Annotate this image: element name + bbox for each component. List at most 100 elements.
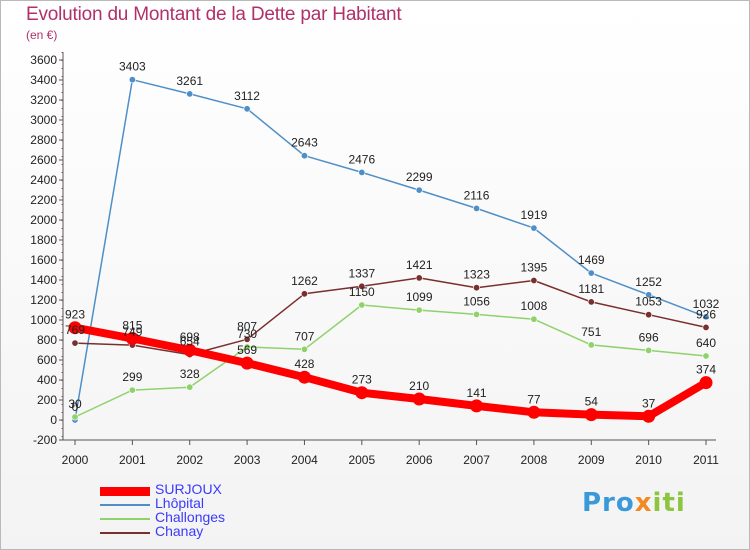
y-tick-label: 0 xyxy=(50,413,57,427)
data-label: 428 xyxy=(294,357,314,371)
data-label: 1323 xyxy=(463,268,490,282)
data-label: 54 xyxy=(585,395,599,409)
y-tick-label: 2800 xyxy=(30,133,57,147)
data-label: 569 xyxy=(237,343,257,357)
data-label: 299 xyxy=(122,370,142,384)
data-label: 1056 xyxy=(463,294,490,308)
data-label: 3261 xyxy=(176,74,203,88)
data-point xyxy=(358,301,366,309)
chart-title: Evolution du Montant de la Dette par Hab… xyxy=(26,4,402,25)
data-point xyxy=(183,343,197,357)
x-tick-label: 2002 xyxy=(176,453,203,467)
x-tick-label: 2009 xyxy=(578,453,605,467)
data-label: 1469 xyxy=(578,253,605,267)
y-tick-label: 2400 xyxy=(30,173,57,187)
y-tick-label: 200 xyxy=(37,393,57,407)
y-tick-label: 2200 xyxy=(30,193,57,207)
y-tick-label: 1800 xyxy=(30,233,57,247)
data-label: 730 xyxy=(237,327,257,341)
data-point xyxy=(358,282,366,290)
data-label: 141 xyxy=(467,386,487,400)
data-point xyxy=(186,383,194,391)
data-label: 926 xyxy=(696,307,716,321)
data-label: 1337 xyxy=(348,266,375,280)
data-point xyxy=(68,321,82,335)
legend-label: SURJOUX xyxy=(155,481,222,497)
data-label: 210 xyxy=(409,379,429,393)
data-point xyxy=(530,224,538,232)
data-label: 1252 xyxy=(635,275,662,289)
data-label: 30 xyxy=(68,397,82,411)
data-label: 815 xyxy=(122,319,142,333)
legend-item: Lhôpital xyxy=(100,495,300,512)
data-label: 3112 xyxy=(234,89,260,103)
y-tick-label: 3600 xyxy=(30,53,57,67)
data-label: 698 xyxy=(180,330,200,344)
data-label: 1150 xyxy=(349,285,375,299)
x-tick-label: 2003 xyxy=(234,453,261,467)
data-point xyxy=(645,311,653,319)
data-point xyxy=(355,386,369,400)
data-label: 654 xyxy=(180,335,200,349)
legend-swatch xyxy=(100,504,150,506)
data-label: 807 xyxy=(237,319,257,333)
data-label: 0 xyxy=(72,400,79,414)
data-point xyxy=(297,370,311,384)
data-label: 374 xyxy=(696,363,716,377)
data-point xyxy=(300,290,308,298)
data-point xyxy=(71,339,79,347)
legend-swatch xyxy=(100,532,150,534)
x-tick-label: 2008 xyxy=(521,453,548,467)
data-label: 3403 xyxy=(119,60,146,74)
data-point xyxy=(530,315,538,323)
data-label: 2476 xyxy=(348,152,375,166)
data-point xyxy=(702,352,710,360)
data-label: 37 xyxy=(642,396,656,410)
data-point xyxy=(186,90,194,98)
data-label: 2116 xyxy=(464,188,490,202)
legend-label: Challonges xyxy=(155,509,226,525)
y-tick-label: 800 xyxy=(37,333,57,347)
data-point xyxy=(530,276,538,284)
data-point xyxy=(412,392,426,406)
data-label: 749 xyxy=(122,325,142,339)
data-label: 1099 xyxy=(406,290,433,304)
data-point xyxy=(240,356,254,370)
y-tick-label: 1600 xyxy=(30,253,57,267)
legend-item: SURJOUX xyxy=(100,481,300,498)
data-label: 1008 xyxy=(521,299,548,313)
data-point xyxy=(527,405,541,419)
legend-item: Challonges xyxy=(100,509,300,526)
y-tick-label: 1200 xyxy=(30,293,57,307)
data-point xyxy=(243,343,251,351)
y-tick-label: 3200 xyxy=(30,93,57,107)
data-point xyxy=(587,298,595,306)
x-tick-label: 2007 xyxy=(463,453,490,467)
data-point xyxy=(473,204,481,212)
legend-item: Chanay xyxy=(100,523,300,540)
y-tick-label: 2600 xyxy=(30,153,57,167)
data-point xyxy=(128,76,136,84)
y-tick-label: 400 xyxy=(37,373,57,387)
series-line-Challonges xyxy=(74,304,707,418)
data-label: 769 xyxy=(65,323,85,337)
data-point xyxy=(125,332,139,345)
data-label: 696 xyxy=(639,330,659,344)
data-point xyxy=(415,274,423,282)
x-tick-label: 2010 xyxy=(635,453,662,467)
data-label: 328 xyxy=(180,367,200,381)
data-point xyxy=(415,186,423,194)
data-point xyxy=(587,269,595,277)
data-label: 1421 xyxy=(406,258,433,272)
y-tick-label: 3400 xyxy=(30,73,57,87)
data-point xyxy=(71,413,79,421)
data-label: 1053 xyxy=(635,295,662,309)
data-point xyxy=(699,376,713,390)
y-tick-label: 1000 xyxy=(30,313,57,327)
data-label: 77 xyxy=(527,392,541,406)
data-label: 1395 xyxy=(521,261,548,275)
data-label: 1262 xyxy=(291,274,318,288)
data-point xyxy=(473,310,481,318)
